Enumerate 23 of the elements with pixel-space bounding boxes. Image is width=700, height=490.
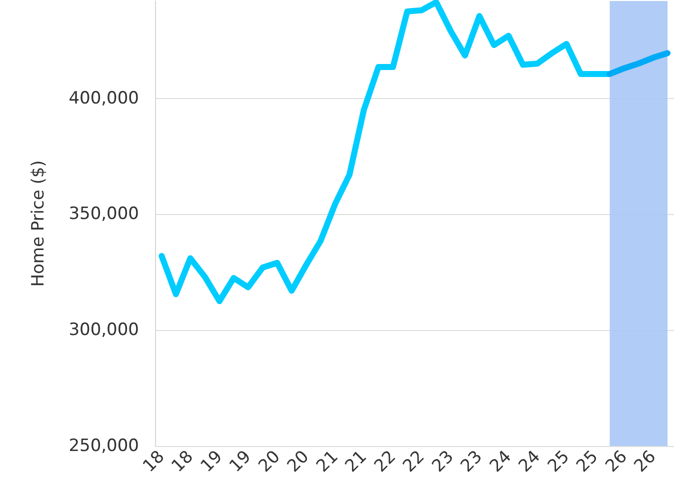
y-tick-label: 300,000 — [68, 320, 139, 340]
y-tick-label: 350,000 — [68, 204, 139, 224]
x-tick-label: 20 — [284, 446, 314, 476]
x-tick-label: 21 — [341, 446, 371, 476]
x-tick-label: 24 — [515, 446, 544, 476]
x-tick-label: 26 — [630, 446, 660, 476]
x-tick-label: 25 — [572, 446, 602, 476]
x-tick-label: 19 — [226, 446, 256, 476]
x-tick-label: 22 — [370, 446, 400, 476]
x-tick-label: 25 — [544, 446, 574, 476]
x-tick-label: 21 — [312, 446, 342, 476]
y-axis-title: Home Price ($) — [28, 160, 48, 287]
x-tick-label: 23 — [457, 446, 486, 476]
y-tick-label: 400,000 — [68, 88, 139, 108]
x-tick-label: 23 — [428, 446, 458, 476]
y-tick-label: 250,000 — [68, 436, 139, 456]
x-tick-label: 24 — [486, 446, 516, 476]
x-tick-label: 22 — [399, 446, 429, 476]
x-tick-label: 26 — [602, 446, 632, 476]
x-tick-label: 20 — [254, 446, 284, 476]
x-tick-label: 19 — [197, 446, 227, 476]
x-tick-label: 18 — [139, 446, 169, 476]
x-tick-label: 18 — [168, 446, 198, 476]
